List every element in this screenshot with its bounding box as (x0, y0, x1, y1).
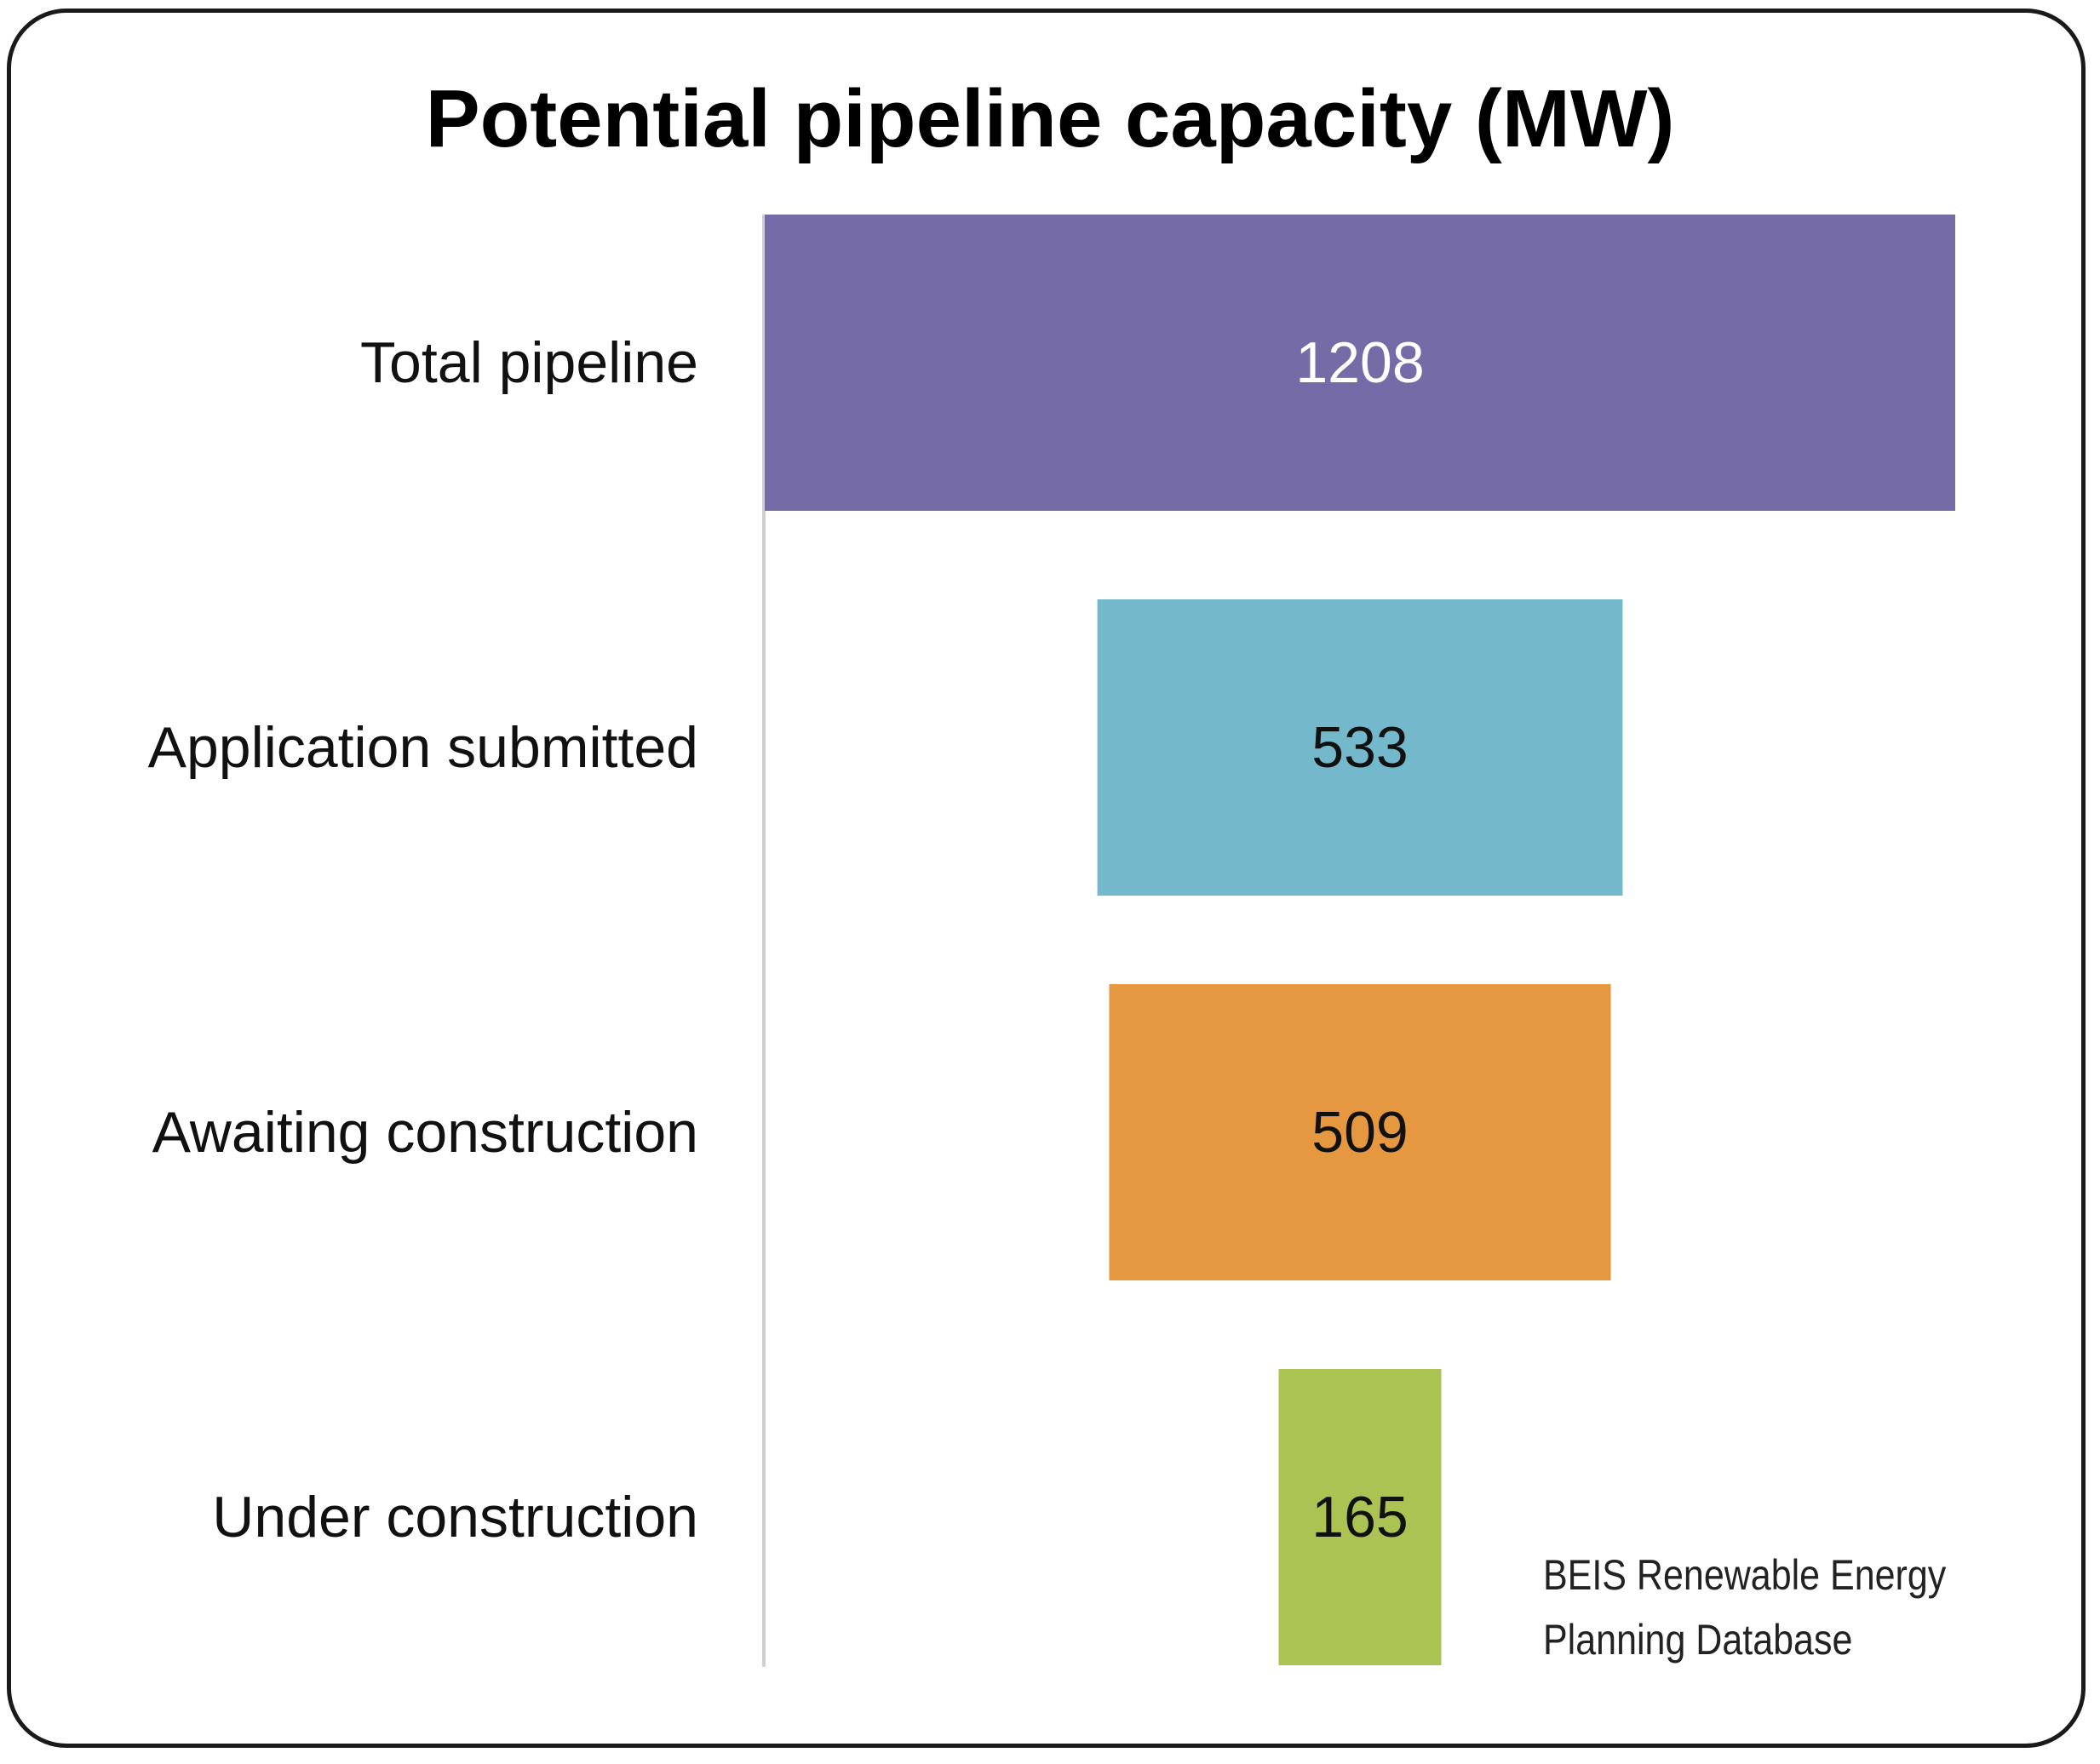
category-label-under-construction: Under construction (212, 1485, 698, 1549)
value-label-awaiting-construction: 509 (1311, 1100, 1408, 1165)
category-label-awaiting-construction: Awaiting construction (152, 1100, 698, 1165)
chart-title: Potential pipeline capacity (MW) (425, 73, 1675, 164)
bar-under-construction (1278, 1369, 1442, 1665)
value-label-total-pipeline: 1208 (1295, 330, 1424, 395)
category-label-application-submitted: Application submitted (148, 715, 698, 780)
category-label-total-pipeline: Total pipeline (360, 330, 698, 395)
source-line-2: Planning Database (1543, 1616, 1853, 1664)
bars-group: Total pipeline 1208 Application submitted 5… (148, 215, 1955, 1665)
bar-application-submitted (1097, 599, 1623, 896)
bar-total-pipeline (765, 215, 1955, 511)
value-label-under-construction: 165 (1311, 1485, 1408, 1549)
source-note: BEIS Renewable Energy Planning Database (1543, 1543, 1946, 1672)
value-label-application-submitted: 533 (1311, 715, 1408, 780)
bar-awaiting-construction (1109, 984, 1611, 1280)
source-line-1: BEIS Renewable Energy (1543, 1551, 1947, 1599)
